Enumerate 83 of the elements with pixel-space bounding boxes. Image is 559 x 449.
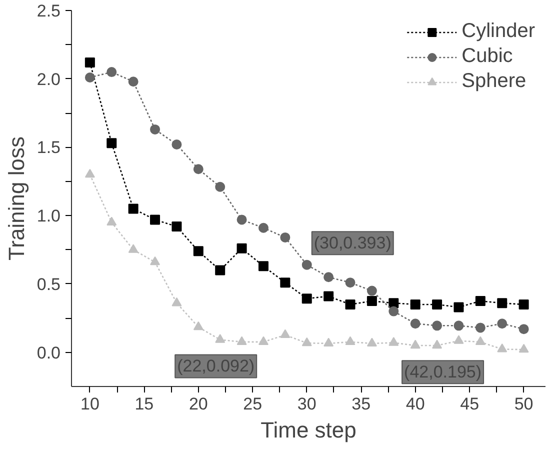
- point: [475, 336, 486, 346]
- x-tick-label: 20: [188, 394, 208, 414]
- point: [388, 306, 399, 316]
- point: [128, 76, 138, 87]
- point: [128, 244, 138, 253]
- point: [215, 334, 226, 343]
- y-tick-label: 1.0: [36, 206, 61, 226]
- point: [388, 337, 399, 346]
- point: [84, 168, 95, 178]
- point: [345, 299, 356, 310]
- point: [193, 321, 204, 330]
- x-tick-label: 10: [80, 394, 100, 414]
- point: [236, 214, 247, 225]
- point: [236, 243, 247, 254]
- point: [302, 294, 312, 304]
- x-tick-label: 40: [406, 394, 425, 414]
- point: [106, 216, 117, 226]
- point: [280, 329, 290, 338]
- y-tick-label: 2.5: [36, 2, 61, 20]
- point: [84, 72, 95, 82]
- point: [193, 164, 204, 174]
- point: [172, 297, 182, 306]
- point: [345, 278, 356, 288]
- point: [258, 261, 268, 272]
- point: [454, 302, 464, 312]
- point: [215, 265, 226, 276]
- point: [410, 340, 420, 349]
- y-tick-label: 2.0: [36, 70, 61, 89]
- x-tick-label: 25: [243, 394, 262, 414]
- point: [150, 256, 160, 266]
- point: [518, 299, 529, 310]
- point: [236, 336, 247, 346]
- point: [518, 344, 529, 353]
- x-tick-label: 50: [514, 394, 534, 414]
- y-tick-label: 0.5: [36, 274, 61, 294]
- point: [497, 343, 508, 352]
- point: [324, 291, 334, 302]
- legend-label: Sphere: [462, 70, 526, 93]
- point: [193, 246, 204, 256]
- point: [106, 138, 117, 148]
- point: [215, 182, 226, 192]
- legend-label: Cylinder: [462, 20, 535, 43]
- point: [432, 320, 442, 331]
- point: [324, 338, 334, 347]
- x-tick-label: 35: [352, 394, 371, 414]
- point: [84, 57, 95, 68]
- point: [454, 335, 464, 344]
- point: [150, 214, 160, 225]
- point: [324, 272, 334, 282]
- point: [258, 222, 268, 233]
- point: [497, 318, 508, 329]
- point: [280, 232, 290, 242]
- point: [128, 204, 138, 214]
- point: [366, 338, 377, 347]
- point: [302, 337, 312, 346]
- x-tick-label: 30: [297, 394, 316, 414]
- point: [475, 322, 486, 333]
- point: [518, 324, 529, 334]
- point: [366, 296, 377, 306]
- point: [432, 299, 442, 310]
- y-tick-label: 0.0: [36, 343, 61, 362]
- y-axis-title: Training loss: [4, 136, 29, 260]
- x-axis-title: Time step: [260, 418, 356, 442]
- legend-label: Cubic: [462, 45, 513, 68]
- y-tick-label: 1.5: [36, 138, 61, 158]
- point: [366, 286, 377, 296]
- point: [410, 318, 420, 329]
- x-tick-label: 15: [134, 394, 154, 414]
- point: [432, 340, 442, 349]
- x-tick-label: 45: [460, 394, 480, 414]
- point: [172, 140, 182, 150]
- point: [475, 296, 486, 306]
- point: [345, 336, 356, 346]
- point: [172, 222, 182, 232]
- point: [388, 298, 399, 308]
- point: [150, 124, 160, 134]
- point: [454, 320, 464, 331]
- point: [410, 299, 420, 310]
- point: [497, 298, 508, 308]
- point: [302, 260, 312, 270]
- point: [258, 336, 268, 346]
- point: [280, 278, 290, 288]
- point: [106, 67, 117, 78]
